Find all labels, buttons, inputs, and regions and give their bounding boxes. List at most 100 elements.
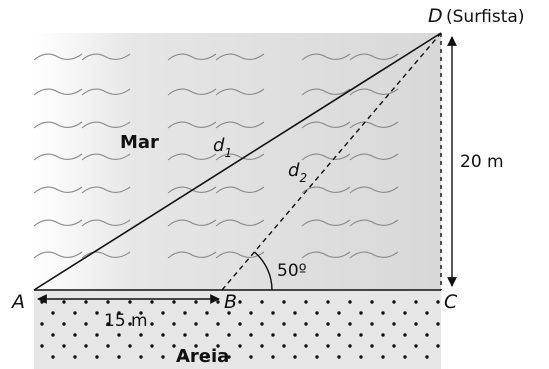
sand-dot	[216, 322, 220, 326]
sand-dot	[238, 322, 242, 326]
sand-dot	[183, 311, 187, 315]
sand-dot	[403, 355, 407, 359]
wave-stroke	[349, 88, 399, 96]
sand-dot	[227, 355, 231, 359]
sand-dot	[84, 300, 88, 304]
sea-waves	[33, 53, 399, 259]
sand-dot	[315, 355, 319, 359]
sand-dot	[194, 322, 198, 326]
sand-dot	[205, 333, 209, 337]
sand-dot	[282, 322, 286, 326]
sand-dot	[260, 300, 264, 304]
sand-dot	[337, 355, 341, 359]
sand-dot	[414, 322, 418, 326]
sand-dot	[73, 333, 77, 337]
sand-dot	[315, 311, 319, 315]
sand-dot	[205, 355, 209, 359]
wave-stroke	[167, 153, 217, 161]
sand-dot	[392, 322, 396, 326]
sand-dot	[40, 322, 44, 326]
sand-dot	[271, 333, 275, 337]
sand-dot	[106, 300, 110, 304]
sand-dot	[260, 344, 264, 348]
sand-dot	[425, 311, 429, 315]
sand-dot	[95, 333, 99, 337]
sand-dot	[370, 344, 374, 348]
sand-dot	[238, 300, 242, 304]
sand-dot	[106, 322, 110, 326]
sand-dot	[117, 355, 121, 359]
line-d1	[33, 32, 442, 291]
label-point-d: D	[428, 5, 443, 27]
wave-stroke	[81, 121, 131, 129]
sand-dot	[73, 311, 77, 315]
wave-stroke	[215, 121, 265, 129]
wave-stroke	[81, 186, 131, 194]
wave-stroke	[349, 121, 399, 129]
sand-dot	[249, 333, 253, 337]
sand-dot	[436, 322, 440, 326]
wave-stroke	[81, 153, 131, 161]
sand-dot	[194, 300, 198, 304]
sand-dot	[359, 311, 363, 315]
sand-dot	[370, 300, 374, 304]
wave-stroke	[301, 251, 351, 259]
sand-dot	[227, 333, 231, 337]
wave-stroke	[349, 251, 399, 259]
wave-stroke	[167, 219, 217, 227]
sand-dot	[293, 355, 297, 359]
wave-stroke	[33, 121, 83, 129]
sand-dot	[62, 322, 66, 326]
sand-dot	[381, 311, 385, 315]
sand-dot	[139, 311, 143, 315]
wave-stroke	[215, 186, 265, 194]
wave-stroke	[215, 153, 265, 161]
wave-stroke	[167, 88, 217, 96]
sand-dot	[161, 333, 165, 337]
sand-dot	[183, 355, 187, 359]
wave-stroke	[215, 219, 265, 227]
sand-dot	[414, 300, 418, 304]
label-height: 20 m	[460, 152, 504, 172]
sand-dot	[216, 344, 220, 348]
sand-dot	[172, 322, 176, 326]
sand-dot	[260, 322, 264, 326]
sand-dot	[161, 355, 165, 359]
label-point-a: A	[10, 291, 25, 313]
wave-stroke	[349, 53, 399, 61]
label-point-c: C	[444, 291, 458, 313]
sand-dot	[216, 300, 220, 304]
sand-dot	[359, 333, 363, 337]
sand-dot	[425, 333, 429, 337]
sand-dot	[73, 355, 77, 359]
sand-dot	[282, 344, 286, 348]
sand-dot	[436, 344, 440, 348]
sand-dot	[62, 300, 66, 304]
wave-stroke	[215, 53, 265, 61]
sand-dot	[128, 322, 132, 326]
sand-dot	[304, 344, 308, 348]
wave-stroke	[33, 186, 83, 194]
sand-dot	[381, 355, 385, 359]
sand-dot	[348, 344, 352, 348]
wave-stroke	[81, 88, 131, 96]
sand-dot	[249, 355, 253, 359]
wave-stroke	[215, 88, 265, 96]
sand-dot	[304, 322, 308, 326]
sand-dot	[403, 311, 407, 315]
wave-stroke	[301, 186, 351, 194]
wave-stroke	[33, 153, 83, 161]
label-angle: 50º	[277, 261, 307, 281]
sand-area	[34, 290, 441, 369]
sand-dot	[348, 300, 352, 304]
wave-stroke	[81, 219, 131, 227]
sand-dot	[183, 333, 187, 337]
sand-dot	[172, 344, 176, 348]
sand-dot	[150, 344, 154, 348]
sand-dot	[315, 333, 319, 337]
sand-dot	[150, 300, 154, 304]
wave-stroke	[215, 251, 265, 259]
wave-stroke	[349, 186, 399, 194]
wave-stroke	[33, 219, 83, 227]
